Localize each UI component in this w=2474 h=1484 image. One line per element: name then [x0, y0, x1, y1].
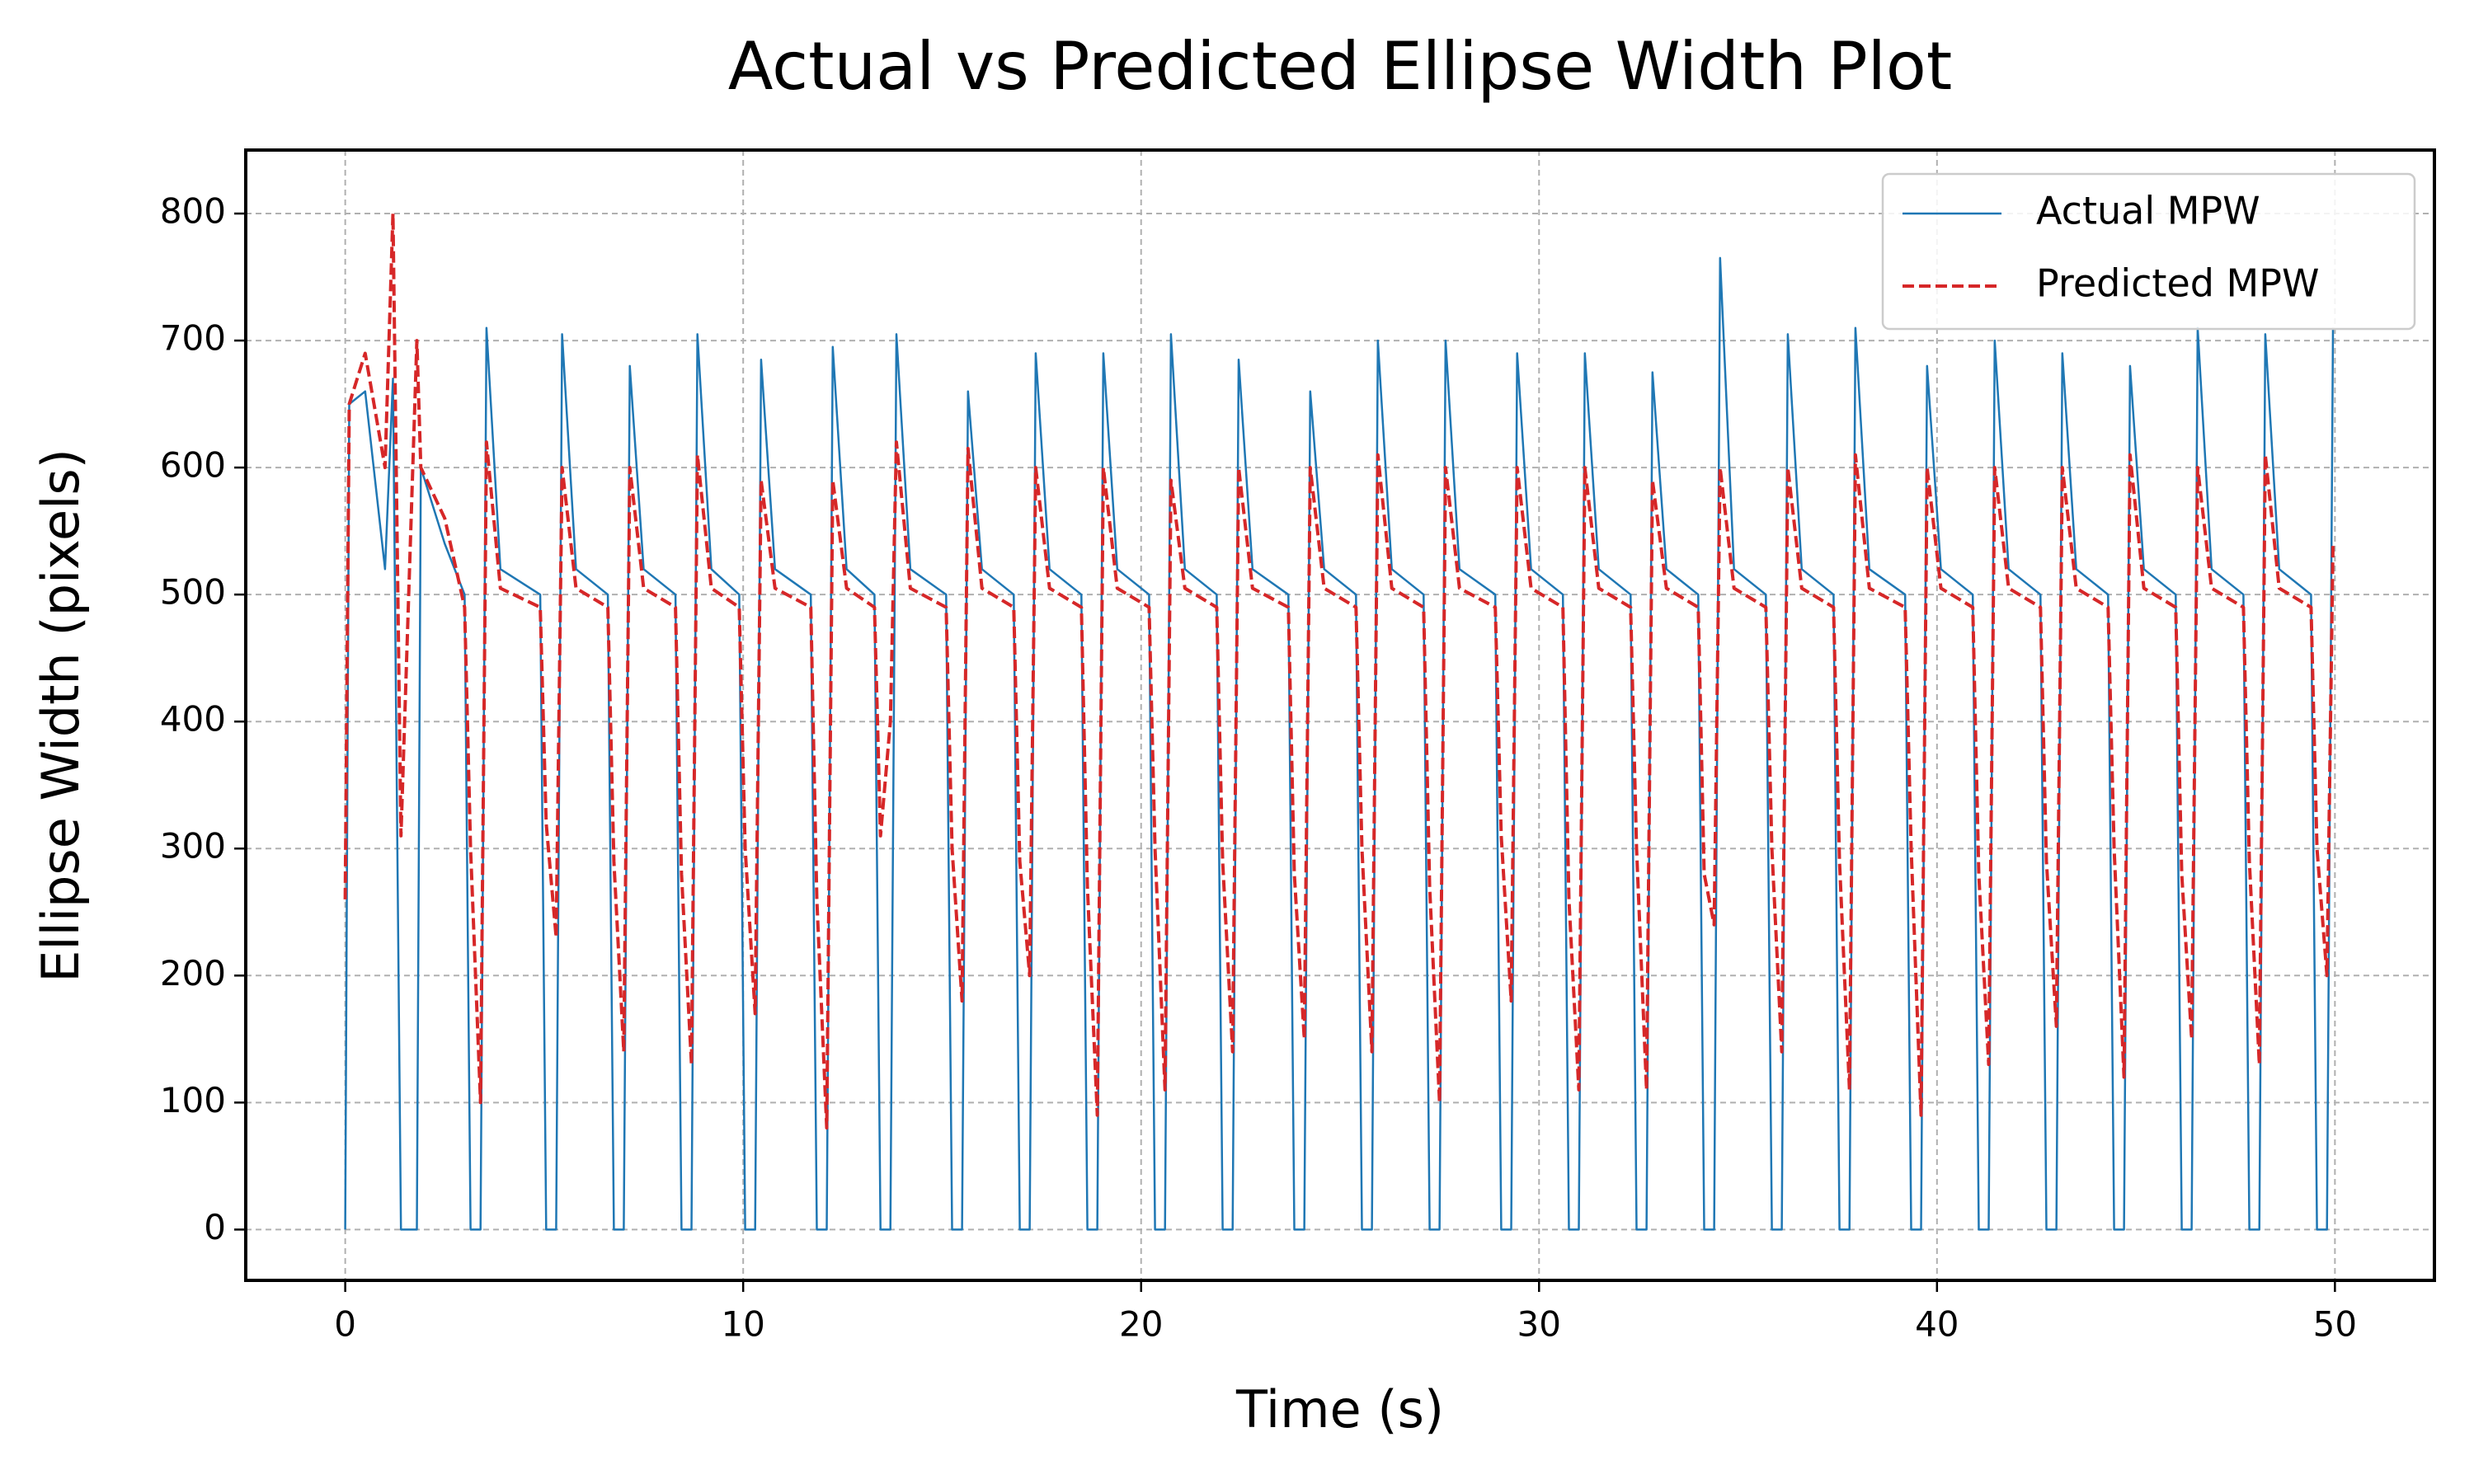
- x-tick-label: 50: [2313, 1304, 2357, 1345]
- legend-label: Actual MPW: [2036, 189, 2260, 233]
- y-tick-label: 200: [160, 953, 226, 993]
- x-tick-label: 40: [1915, 1304, 1959, 1345]
- y-tick-label: 600: [160, 445, 226, 486]
- series-line: [343, 212, 2335, 1130]
- y-tick-label: 800: [160, 191, 226, 232]
- series-line: [344, 256, 2335, 1231]
- x-tick-label: 10: [721, 1304, 764, 1345]
- y-tick-label: 700: [160, 318, 226, 359]
- y-axis-label: Ellipse Width (pixels): [31, 448, 91, 983]
- plot-frame: [244, 148, 2436, 1282]
- chart-title: Actual vs Predicted Ellipse Width Plot: [728, 28, 1952, 105]
- x-axis-label: Time (s): [1235, 1379, 1444, 1439]
- y-tick-label: 400: [160, 699, 226, 740]
- y-tick-label: 100: [160, 1080, 226, 1120]
- legend-label: Predicted MPW: [2036, 261, 2319, 306]
- legend-box: [1881, 172, 2416, 331]
- y-tick-label: 300: [160, 826, 226, 866]
- x-tick-label: 20: [1119, 1304, 1163, 1345]
- x-tick-label: 0: [334, 1304, 356, 1345]
- y-tick-label: 0: [204, 1207, 226, 1247]
- legend: Actual MPW Predicted MPW: [1881, 172, 2416, 331]
- y-tick-label: 500: [160, 572, 226, 613]
- x-tick-label: 30: [1517, 1304, 1561, 1345]
